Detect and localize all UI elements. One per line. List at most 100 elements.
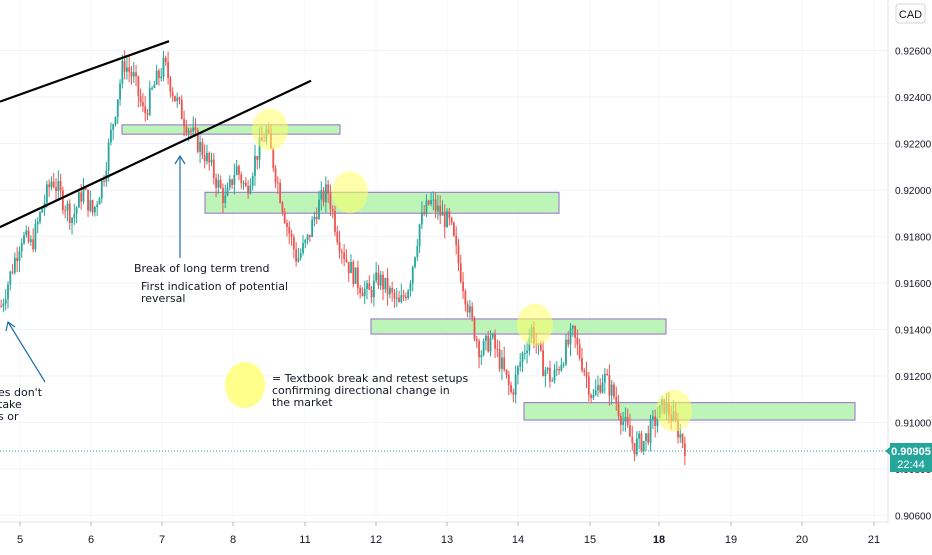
candle-body — [2, 303, 5, 307]
candle-body — [185, 126, 188, 133]
candle-body — [112, 124, 115, 130]
candle-body — [574, 325, 576, 338]
time-tick-label: 8 — [230, 534, 236, 546]
currency-label: CAD — [899, 9, 922, 21]
candle-body — [617, 403, 620, 417]
candle-body — [494, 334, 496, 349]
candle-body — [347, 261, 350, 274]
candle-body — [320, 190, 323, 200]
candle-body — [80, 192, 83, 202]
candle-body — [352, 261, 355, 284]
trend-line-upper[interactable] — [0, 40, 170, 103]
candle-body — [206, 152, 208, 162]
candle-body — [176, 97, 179, 102]
candle-body — [292, 237, 295, 250]
candle-body — [448, 211, 451, 218]
legend-highlight-circle — [225, 362, 265, 408]
candle-body — [146, 113, 149, 115]
candle-body — [178, 97, 181, 100]
candle-body — [626, 417, 629, 426]
candle-body — [377, 272, 380, 286]
candle-body — [555, 369, 558, 371]
candle-body — [23, 235, 25, 244]
annotation-left-1: es don't — [0, 386, 43, 399]
candle-body — [158, 70, 160, 79]
trend-line-lower[interactable] — [0, 79, 312, 229]
candle-body — [68, 203, 71, 223]
candle-body — [565, 339, 567, 365]
candle-body — [126, 67, 128, 72]
candle-body — [274, 168, 277, 183]
candle-body — [240, 174, 243, 183]
candle-body — [64, 210, 67, 212]
candle-body — [681, 434, 684, 444]
candle-body — [597, 385, 599, 391]
candle-body — [254, 155, 256, 176]
price-tick-label: 0.92600 — [895, 46, 932, 57]
price-tick-label: 0.91600 — [895, 279, 932, 290]
candle-body — [258, 137, 261, 160]
candle-body — [137, 76, 140, 97]
candle-body — [606, 373, 609, 376]
candle-body — [233, 174, 236, 185]
time-tick-label: 11 — [299, 534, 310, 546]
candle-body — [222, 187, 224, 203]
candle-body — [553, 369, 556, 381]
candle-body — [356, 267, 359, 288]
time-tick-label: 21 — [868, 534, 880, 546]
candle-body — [226, 187, 229, 196]
candle-body — [514, 374, 517, 395]
candle-body — [315, 216, 318, 220]
support-resistance-zone[interactable] — [121, 124, 341, 135]
candle-body — [439, 205, 442, 216]
candle-body — [98, 198, 101, 205]
annotation-left-2: take — [0, 398, 22, 411]
candle-body — [11, 271, 14, 273]
candle-body — [174, 95, 176, 102]
candle-body — [446, 211, 448, 228]
currency-button[interactable]: CAD — [895, 3, 926, 24]
candle-body — [551, 380, 554, 382]
candle-body — [512, 392, 515, 395]
candle-body — [190, 130, 192, 132]
candle-body — [462, 281, 464, 292]
time-axis[interactable]: 5 6 7 8 11 12 13 14 15 18 19 20 21 — [0, 521, 888, 546]
candle-body — [50, 181, 53, 188]
candle-body — [55, 187, 57, 192]
candle-body — [224, 195, 227, 203]
candle-body — [382, 274, 384, 290]
candle-body — [41, 208, 44, 213]
price-tick-label: 0.91400 — [895, 325, 932, 336]
arrow-left-note — [5, 320, 46, 383]
candle-body — [354, 267, 357, 284]
candle-body — [36, 221, 39, 225]
candle-body — [418, 224, 421, 246]
candle-body — [9, 271, 12, 285]
candle-body — [256, 155, 259, 160]
candle-body — [633, 442, 636, 455]
candle-body — [654, 416, 657, 426]
candle-body — [132, 72, 135, 77]
support-resistance-zone[interactable] — [204, 191, 560, 214]
candle-body — [507, 374, 510, 386]
candle-body — [496, 348, 499, 350]
candle-body — [345, 258, 348, 262]
candle-body — [601, 382, 604, 393]
candle-body — [160, 76, 163, 79]
annotation-legend-2: confirming directional change in — [272, 384, 450, 397]
last-price-badge: 0.90905 22:44 — [885, 443, 932, 472]
candle-body — [110, 129, 112, 143]
candle-body — [66, 203, 69, 211]
candle-body — [13, 258, 16, 273]
candle-body — [480, 354, 483, 358]
candle-body — [443, 211, 446, 228]
candle-body — [52, 181, 55, 188]
candle-body — [638, 433, 641, 439]
candle-body — [299, 253, 302, 259]
price-tick-label: 0.90600 — [895, 511, 932, 522]
candle-body — [84, 188, 87, 190]
candle-body — [560, 364, 563, 371]
candle-body — [441, 211, 444, 216]
